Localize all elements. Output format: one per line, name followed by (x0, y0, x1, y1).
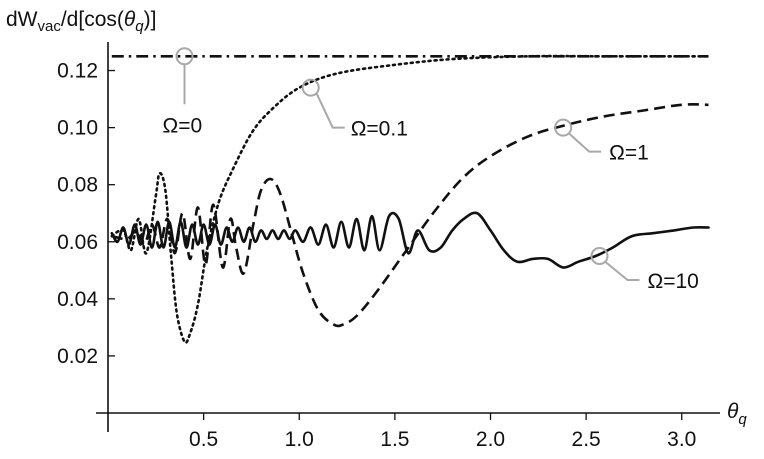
y-tick-label-4: 0.10 (57, 117, 98, 140)
x-tick-label-2: 1.5 (380, 428, 409, 451)
y-tick-label-3: 0.08 (57, 174, 98, 197)
series-line-3 (110, 211, 710, 269)
annotation-circle-3 (590, 247, 609, 266)
x-tick-label-1: 1.0 (285, 428, 314, 451)
annotation-circle-0 (175, 47, 194, 66)
x-axis-title: θq (727, 400, 747, 428)
annotation-leader-1 (315, 93, 345, 129)
y-tick-label-5: 0.12 (57, 60, 98, 83)
series-line-1 (110, 54, 710, 344)
x-tick-label-5: 3.0 (667, 428, 696, 451)
annotation-label-0: Ω=0 (163, 114, 203, 137)
annotation-label-3: Ω=10 (648, 270, 699, 293)
y-axis-title: dWvac/d[cos(θq)] (6, 8, 156, 35)
y-tick-label-1: 0.04 (57, 288, 98, 311)
annotation-label-2: Ω=1 (609, 142, 649, 165)
y-tick-label-0: 0.02 (57, 345, 98, 368)
y-tick-label-2: 0.06 (57, 231, 98, 254)
x-tick-label-3: 2.0 (476, 428, 505, 451)
annotation-label-1: Ω=0.1 (351, 118, 408, 141)
x-tick-label-4: 2.5 (572, 428, 601, 451)
annotation-circle-1 (301, 78, 320, 97)
series-line-2 (111, 103, 709, 328)
annotation-circle-2 (554, 118, 573, 137)
annotation-layer: Ω=0 Ω=0.1 Ω=1 Ω=10 (163, 47, 699, 293)
annotation-leader-2 (568, 132, 602, 153)
series-layer (110, 54, 710, 344)
ticks-layer: 0.5 1.0 1.5 2.0 2.5 3.0 0.02 0.04 0.06 0.08 0.10 0.… (57, 60, 696, 451)
x-tick-label-0: 0.5 (189, 428, 218, 451)
annotation-leader-3 (604, 261, 640, 282)
